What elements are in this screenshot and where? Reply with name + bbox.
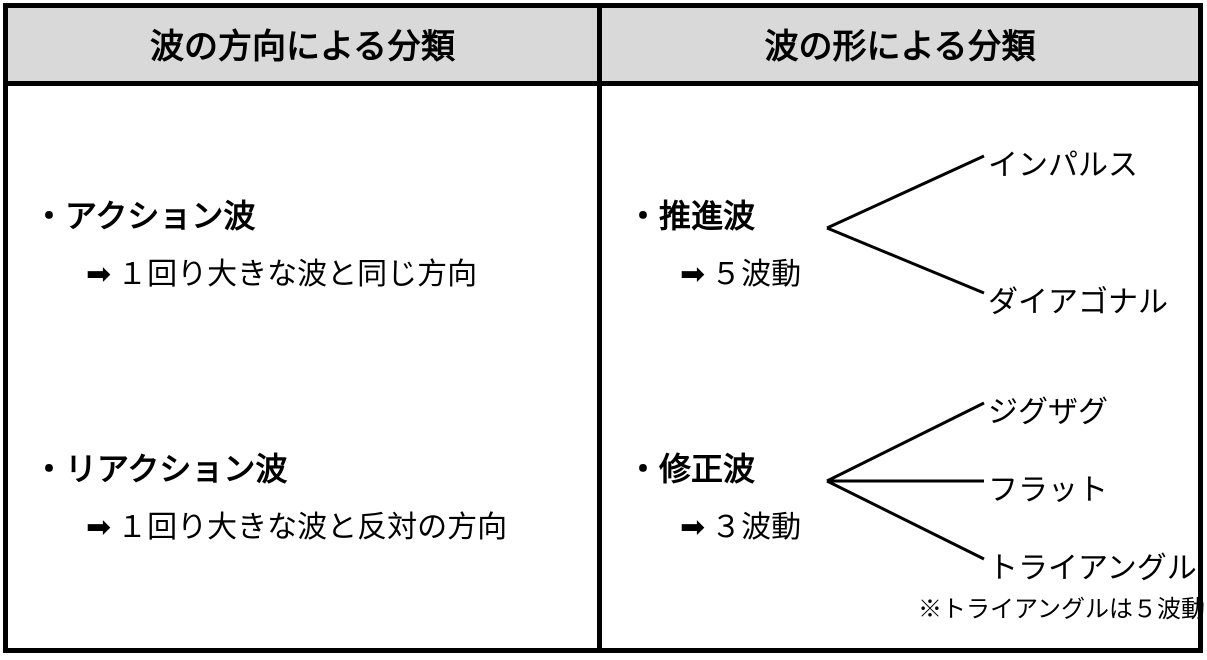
col-shape: 波の形による分類 ・推進波 ➡５波動 インパルス ダイアゴナル ・修正波 ➡３波… — [602, 8, 1198, 648]
branch-zigzag: ジグザグ — [988, 387, 1108, 431]
triangle-note: ※トライアングルは５波動 — [918, 589, 1205, 624]
body-direction: ・アクション波 ➡１回り大きな波と同じ方向 ・リアクション波 ➡１回り大きな波と… — [8, 86, 597, 648]
arrow-icon: ➡ — [86, 257, 111, 292]
reaction-wave-desc-text: １回り大きな波と反対の方向 — [117, 511, 507, 544]
header-shape: 波の形による分類 — [602, 8, 1198, 86]
reaction-wave-title: ・リアクション波 — [33, 444, 287, 490]
col-direction: 波の方向による分類 ・アクション波 ➡１回り大きな波と同じ方向 ・リアクション波… — [8, 8, 602, 648]
reaction-wave-desc: ➡１回り大きな波と反対の方向 — [86, 502, 507, 546]
branch-flat: フラット — [988, 465, 1108, 509]
header-direction: 波の方向による分類 — [8, 8, 597, 86]
body-shape: ・推進波 ➡５波動 インパルス ダイアゴナル ・修正波 ➡３波動 ジグザグ フラ… — [602, 86, 1198, 648]
branch-triangle: トライアングル — [988, 543, 1197, 587]
arrow-icon: ➡ — [86, 510, 111, 545]
action-wave-desc-text: １回り大きな波と同じ方向 — [117, 258, 477, 291]
classification-table: 波の方向による分類 ・アクション波 ➡１回り大きな波と同じ方向 ・リアクション波… — [3, 3, 1203, 653]
action-wave-desc: ➡１回り大きな波と同じ方向 — [86, 249, 477, 293]
action-wave-title: ・アクション波 — [33, 191, 255, 237]
